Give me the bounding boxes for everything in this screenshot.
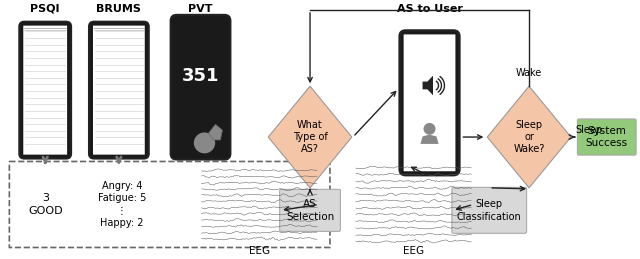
Text: Sleep: Sleep (575, 125, 602, 135)
FancyBboxPatch shape (171, 15, 230, 160)
Text: BRUMS: BRUMS (97, 4, 141, 14)
Text: Sleep
Classification: Sleep Classification (457, 199, 522, 221)
Text: Angry: 4
Fatigue: 5
⋮
Happy: 2: Angry: 4 Fatigue: 5 ⋮ Happy: 2 (98, 181, 146, 228)
Polygon shape (420, 135, 438, 144)
Text: AS
Selection: AS Selection (286, 199, 334, 221)
Polygon shape (268, 86, 352, 188)
Circle shape (195, 133, 214, 153)
FancyBboxPatch shape (452, 187, 527, 233)
Text: 351: 351 (182, 67, 220, 85)
FancyBboxPatch shape (89, 22, 148, 159)
Polygon shape (209, 124, 223, 140)
Circle shape (424, 124, 435, 134)
Text: 3
GOOD: 3 GOOD (28, 193, 63, 216)
Text: EEG: EEG (403, 246, 424, 256)
FancyBboxPatch shape (23, 26, 67, 155)
FancyBboxPatch shape (577, 119, 636, 155)
FancyBboxPatch shape (404, 34, 456, 171)
FancyBboxPatch shape (399, 31, 460, 175)
Text: PSQI: PSQI (31, 4, 60, 14)
FancyBboxPatch shape (280, 189, 340, 231)
Text: Wake: Wake (516, 68, 542, 78)
Text: What
Type of
AS?: What Type of AS? (292, 120, 328, 154)
FancyBboxPatch shape (19, 22, 71, 159)
FancyBboxPatch shape (93, 26, 145, 155)
Text: EEG: EEG (249, 246, 270, 256)
Text: System
Success: System Success (586, 126, 628, 148)
Polygon shape (422, 76, 433, 95)
Polygon shape (487, 86, 571, 188)
Text: PVT: PVT (188, 4, 212, 14)
Text: AS to User: AS to User (397, 4, 463, 14)
Text: Sleep
or
Wake?: Sleep or Wake? (513, 120, 545, 154)
